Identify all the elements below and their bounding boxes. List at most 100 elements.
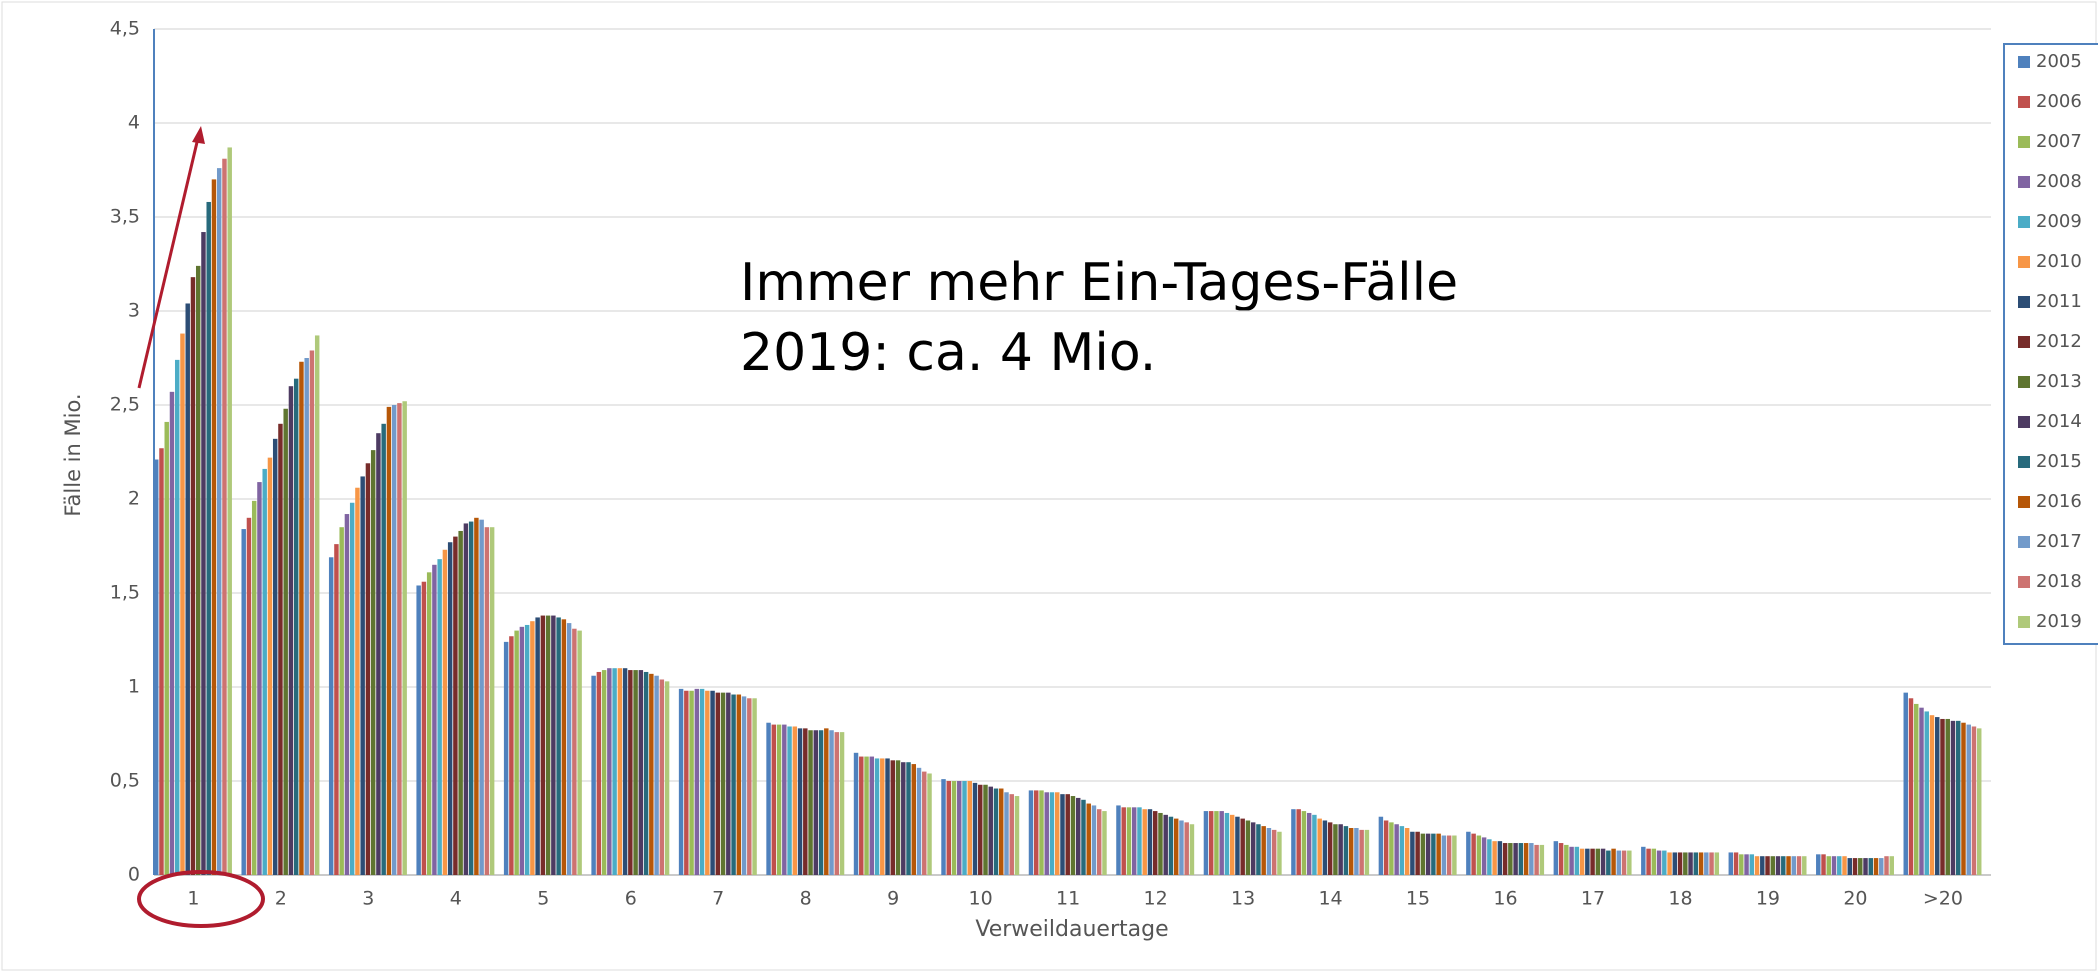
bar (607, 668, 612, 875)
bar (1436, 833, 1441, 875)
bar (334, 544, 339, 875)
bar (1600, 848, 1606, 875)
bar (988, 786, 993, 875)
bar (1044, 792, 1049, 875)
bar (622, 668, 628, 875)
bar (484, 527, 490, 875)
bar (1189, 824, 1195, 875)
bar (1852, 858, 1858, 875)
bar (1903, 692, 1908, 875)
bar (551, 615, 556, 875)
bar (1908, 698, 1914, 875)
legend-swatch (2018, 416, 2030, 428)
bar (1338, 824, 1343, 875)
y-tick-label: 2,5 (110, 394, 140, 416)
bar (309, 350, 315, 876)
bar (1378, 816, 1384, 875)
legend-label: 2013 (2036, 371, 2082, 392)
bar (1714, 852, 1720, 875)
x-tick-label: 20 (1843, 888, 1867, 910)
bar (864, 756, 869, 875)
bar (1091, 805, 1097, 875)
bar (1208, 811, 1214, 875)
bar (432, 564, 437, 875)
bar (1214, 811, 1219, 875)
bar (180, 333, 185, 875)
bar (1935, 717, 1940, 875)
bar (479, 519, 484, 875)
bar (381, 423, 386, 875)
bar (1327, 822, 1333, 875)
bar (1333, 824, 1338, 875)
bar (1961, 722, 1966, 875)
bar (566, 623, 572, 875)
bar (1606, 850, 1611, 875)
bar (1415, 831, 1420, 875)
x-tick-label: >20 (1923, 888, 1963, 910)
bar (1446, 835, 1452, 875)
legend-swatch (2018, 376, 2030, 388)
x-axis-title: Verweildauertage (975, 917, 1168, 942)
x-tick-label: 1 (187, 888, 199, 910)
y-tick-label: 1 (128, 676, 140, 698)
bar (421, 581, 427, 875)
bar (1611, 848, 1616, 875)
bar (1553, 841, 1559, 875)
legend-swatch (2018, 176, 2030, 188)
y-tick-label: 4 (128, 112, 140, 134)
x-tick-label: 10 (969, 888, 993, 910)
bar (678, 688, 684, 875)
legend-swatch (2018, 496, 2030, 508)
bar (1168, 816, 1174, 875)
bar (1791, 856, 1797, 875)
bar (1481, 837, 1487, 875)
bar (1060, 794, 1065, 875)
bar (999, 788, 1004, 875)
y-tick-label: 4,5 (110, 18, 140, 40)
bar (1235, 816, 1240, 875)
bar (967, 781, 972, 875)
bar (304, 358, 309, 875)
bar (1317, 818, 1322, 875)
bar (983, 784, 988, 875)
bar (1558, 843, 1564, 875)
bar (601, 670, 607, 875)
bar (437, 559, 442, 875)
bar (885, 758, 890, 875)
bar (1879, 858, 1884, 875)
bar (1301, 811, 1307, 875)
bar (241, 529, 246, 875)
bar (1698, 852, 1704, 875)
bar (1502, 843, 1508, 875)
legend-label: 2019 (2036, 611, 2082, 632)
bar (159, 448, 164, 875)
bar (972, 782, 978, 875)
bar (659, 679, 665, 875)
bar (1004, 792, 1009, 875)
bar (349, 502, 355, 875)
bar (1271, 829, 1277, 875)
y-axis-title: Fälle in Mio. (61, 393, 85, 516)
bar (474, 517, 479, 875)
bar (442, 549, 448, 875)
bar (1291, 809, 1296, 875)
bar (824, 728, 829, 875)
bar (1049, 792, 1055, 875)
bar (1775, 856, 1781, 875)
bar (715, 692, 721, 875)
bar (1945, 718, 1950, 875)
bar (654, 675, 659, 875)
bar (1683, 852, 1688, 875)
bar (154, 459, 159, 875)
bar (776, 724, 782, 875)
bar (1523, 843, 1529, 875)
bar (1394, 824, 1399, 875)
bar (853, 752, 859, 875)
legend-swatch (2018, 536, 2030, 548)
bar (1081, 799, 1086, 875)
x-tick-label: 15 (1406, 888, 1430, 910)
bar (283, 408, 288, 875)
x-tick-label: 2 (275, 888, 287, 910)
bar (1086, 803, 1091, 875)
legend-label: 2012 (2036, 331, 2082, 352)
